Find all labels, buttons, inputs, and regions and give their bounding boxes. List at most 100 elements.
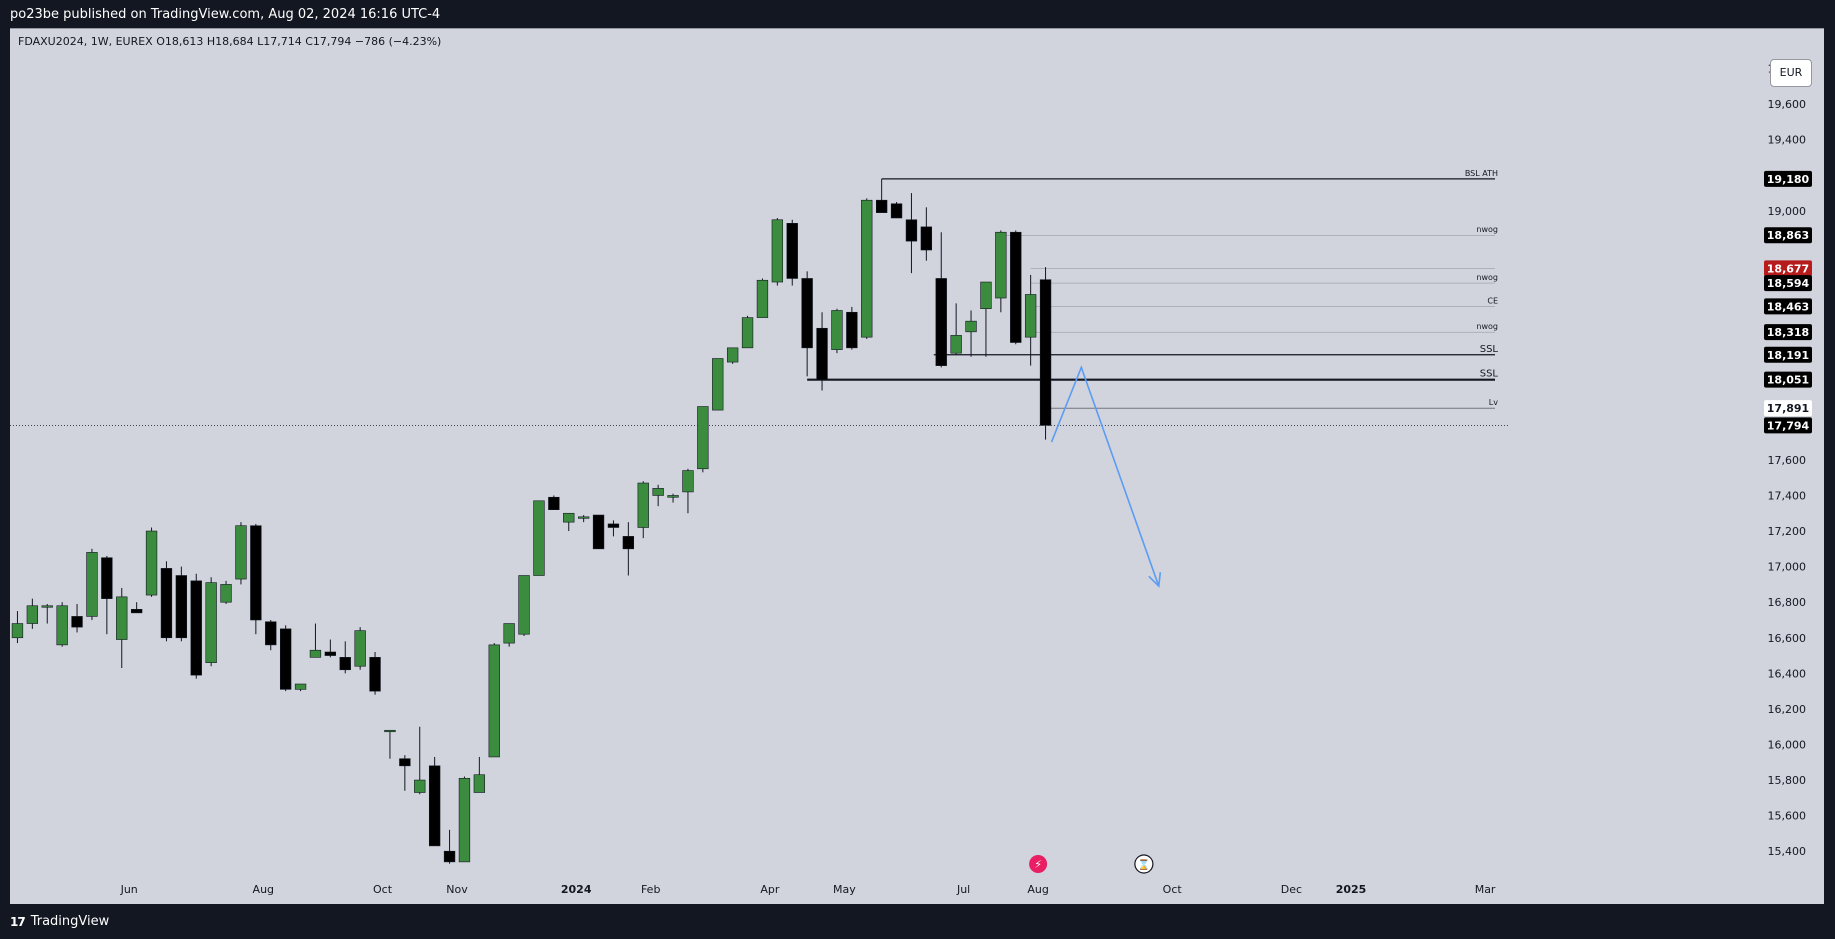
currency-button[interactable]: EUR (1770, 59, 1812, 87)
x-tick-label: 2024 (561, 883, 592, 896)
candle-body[interactable] (622, 536, 635, 550)
candle-body[interactable] (160, 568, 173, 639)
candle-body[interactable] (682, 470, 694, 493)
candle-body[interactable] (265, 621, 277, 646)
candle-body[interactable] (26, 605, 39, 624)
candle-body[interactable] (786, 223, 798, 279)
candle-body[interactable] (384, 729, 396, 733)
candle-body[interactable] (667, 495, 679, 498)
lightning-glyph: ⚡ (1034, 858, 1042, 871)
candle-body[interactable] (41, 605, 53, 608)
candle-body[interactable] (488, 644, 500, 758)
candle-body[interactable] (250, 525, 262, 621)
candle-body[interactable] (399, 758, 411, 767)
x-tick-label: Aug (253, 883, 274, 896)
candle-body[interactable] (771, 219, 784, 283)
price-tag-label: 18,677 (1767, 262, 1809, 275)
candle-body[interactable] (607, 523, 620, 528)
candle-body[interactable] (86, 552, 98, 617)
tradingview-logo[interactable]: 17 TradingView (10, 914, 109, 929)
candle-body[interactable] (920, 226, 933, 251)
chart-area[interactable]: 15,400 15,600 15,800 16,000 16,200 16,400 16,6… (10, 28, 1824, 905)
x-tick-label: Aug (1027, 883, 1048, 896)
candle-body[interactable] (279, 628, 292, 690)
price-tag (1764, 346, 1812, 363)
candle-body[interactable] (846, 311, 858, 349)
x-tick-label: Mar (1475, 883, 1496, 896)
y-tick-label: 19,600 (1768, 98, 1807, 111)
candle-body[interactable] (726, 347, 739, 363)
price-tag-label: 18,463 (1767, 300, 1809, 313)
candle-body[interactable] (875, 199, 888, 213)
candle-body[interactable] (101, 557, 113, 599)
candle-body[interactable] (935, 278, 947, 366)
candle-body[interactable] (309, 649, 322, 658)
price-tag-label: 17,891 (1767, 402, 1809, 415)
price-tag-label: 18,594 (1767, 277, 1810, 290)
candle-body[interactable] (637, 482, 649, 528)
candle-body[interactable] (995, 231, 1007, 299)
projection-arrow (1050, 365, 1160, 587)
candle-body[interactable] (592, 514, 605, 550)
candle-body[interactable] (518, 575, 530, 635)
candle-body[interactable] (741, 317, 754, 349)
price-tag (1764, 400, 1812, 417)
candle-body[interactable] (548, 496, 560, 510)
candle-body[interactable] (369, 657, 381, 692)
candle-body[interactable] (339, 657, 351, 671)
y-tick-label: 17,200 (1768, 525, 1807, 538)
candle-body[interactable] (503, 623, 515, 644)
candle-body[interactable] (175, 575, 188, 639)
candle-body[interactable] (71, 616, 83, 628)
x-tick-label: 2025 (1336, 883, 1367, 896)
lightning-event-icon[interactable] (1029, 855, 1048, 873)
candle-body[interactable] (905, 219, 918, 242)
candle-body[interactable] (652, 488, 664, 496)
candle-body[interactable] (756, 279, 769, 318)
candle-body[interactable] (816, 327, 828, 381)
candle-body[interactable] (831, 310, 843, 350)
candle-body[interactable] (801, 278, 813, 349)
candle-body[interactable] (890, 203, 903, 219)
candle-body[interactable] (428, 765, 441, 847)
candle-body[interactable] (145, 530, 158, 596)
level-label: CE (1487, 296, 1498, 305)
candle-body[interactable] (354, 630, 366, 667)
candle-body[interactable] (324, 651, 337, 656)
level-label: nwog (1476, 322, 1498, 331)
candle-body[interactable] (116, 596, 128, 640)
candle-body[interactable] (235, 525, 247, 580)
tradingview-brand: TradingView (30, 914, 110, 929)
y-tick-label: 19,400 (1768, 134, 1807, 147)
candle-body[interactable] (220, 584, 232, 603)
price-tag-label: 18,318 (1767, 326, 1809, 339)
candle-body[interactable] (458, 777, 471, 863)
candle-body[interactable] (563, 512, 575, 523)
candle-body[interactable] (950, 335, 962, 354)
candle-body[interactable] (861, 199, 873, 338)
y-tick-label: 16,400 (1768, 667, 1807, 680)
candle-body[interactable] (1039, 279, 1052, 426)
candle-body[interactable] (712, 358, 724, 411)
candle-body[interactable] (190, 580, 202, 676)
candle-body[interactable] (294, 683, 307, 690)
candle-body[interactable] (1010, 231, 1022, 343)
candle-body[interactable] (414, 779, 426, 793)
candle-body[interactable] (965, 320, 977, 333)
price-axis[interactable] (1510, 29, 1824, 869)
candlestick-chart[interactable]: 15,400 15,600 15,800 16,000 16,200 16,400 16,6… (10, 29, 1824, 905)
hourglass-event-icon[interactable] (1134, 854, 1154, 874)
candle-body[interactable] (443, 850, 456, 863)
level-label: Lv (1489, 398, 1498, 407)
candle-body[interactable] (697, 406, 709, 470)
candle-body[interactable] (1024, 294, 1037, 338)
candle-body[interactable] (473, 774, 486, 793)
candle-body[interactable] (980, 281, 992, 310)
candle-body[interactable] (130, 609, 143, 614)
candle-body[interactable] (11, 623, 24, 639)
candle-body[interactable] (533, 500, 545, 576)
x-tick-label: Oct (1163, 883, 1183, 896)
candle-body[interactable] (577, 516, 590, 519)
candle-body[interactable] (56, 605, 68, 646)
candle-body[interactable] (205, 582, 217, 663)
